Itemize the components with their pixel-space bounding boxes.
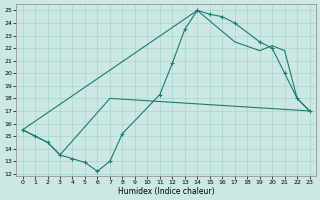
X-axis label: Humidex (Indice chaleur): Humidex (Indice chaleur) (118, 187, 214, 196)
